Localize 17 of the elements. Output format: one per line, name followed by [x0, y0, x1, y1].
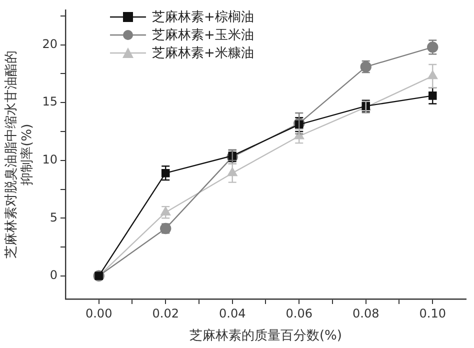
- x-tick-label: 0.04: [219, 306, 246, 320]
- y-axis-title: 芝麻林素对脱臭油脂中缩水甘油酯的抑制率(%): [4, 50, 35, 259]
- x-tick-label: 0.02: [152, 306, 179, 320]
- y-tick-label: 0: [50, 268, 58, 282]
- legend-label: 芝麻林素+玉米油: [152, 27, 254, 44]
- y-tick-label: 10: [42, 152, 58, 166]
- x-tick-label: 0.00: [85, 306, 112, 320]
- legend-label: 芝麻林素+米糠油: [152, 45, 254, 62]
- y-tick-label: 20: [42, 36, 58, 51]
- x-tick-label: 0.06: [286, 306, 312, 320]
- legend-label: 芝麻林素+棕榈油: [152, 9, 254, 26]
- y-tick-label: 5: [50, 210, 58, 224]
- x-tick-label: 0.08: [352, 306, 380, 320]
- x-axis-title: 芝麻林素的质量百分数(%): [189, 328, 342, 344]
- x-tick-label: 0.10: [419, 306, 446, 320]
- point: [428, 92, 437, 100]
- y-tick-label: 15: [42, 94, 58, 109]
